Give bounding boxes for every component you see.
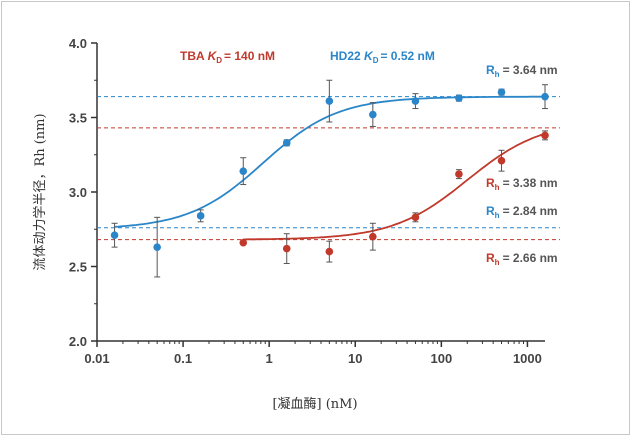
hd22-data-point [497, 88, 506, 96]
tba-data-point [325, 247, 334, 256]
axes: 2.0 2.5 3.0 3.5 4.0 0.01 0.1 1 10 100 1000 [69, 36, 545, 366]
tba-data-point [455, 170, 463, 178]
y-tick-label: 2.5 [69, 260, 87, 275]
tba-data-point [541, 131, 549, 140]
hd22-data-point [411, 97, 420, 105]
hd22-data-point [369, 110, 377, 119]
tba-data-point [282, 244, 291, 253]
y-tick-label: 3.5 [69, 111, 87, 126]
hd22-data-point [541, 92, 549, 101]
x-tick-label: 1000 [513, 351, 542, 366]
rh-annotation-3-38: Rh = 3.38 nm [486, 176, 558, 192]
tba-data-point [411, 213, 420, 222]
rh-annotation-2-84: Rh = 2.84 nm [486, 204, 558, 220]
x-tick-label: 0.1 [174, 351, 192, 366]
tba-data-point [369, 232, 377, 241]
x-tick-label: 1 [266, 351, 273, 366]
tba-data-point [239, 238, 248, 247]
tba-data-point [497, 156, 506, 165]
x-tick-label: 10 [348, 351, 362, 366]
baselines [97, 96, 560, 241]
hd22-data-point [239, 167, 248, 175]
rh-annotation-2-66: Rh = 2.66 nm [486, 251, 558, 267]
hd22-data-point [282, 139, 291, 147]
y-tick-label: 4.0 [69, 36, 87, 51]
data-points [110, 79, 549, 278]
y-tick-label: 2.0 [69, 334, 87, 349]
hd22-data-point [455, 94, 463, 102]
y-tick-label: 3.0 [69, 185, 87, 200]
y-axis-title: 流体动力学半径，Rh (nm) [32, 113, 48, 270]
hd22-data-point [325, 97, 334, 105]
rh-annotation-3-64: Rh = 3.64 nm [486, 63, 558, 79]
hd22-data-point [153, 243, 161, 251]
hd22-data-point [110, 231, 119, 240]
x-tick-label: 0.01 [84, 351, 109, 366]
hd22-kd-label: HD22 KD = 0.52 nM [330, 49, 435, 65]
hd22-data-point [196, 212, 205, 220]
x-axis-title: [凝血酶] (nM) [272, 396, 357, 412]
x-tick-label: 100 [430, 351, 452, 366]
tba-kd-label: TBA KD = 140 nM [180, 49, 275, 65]
tba-fit-curve [243, 132, 546, 241]
